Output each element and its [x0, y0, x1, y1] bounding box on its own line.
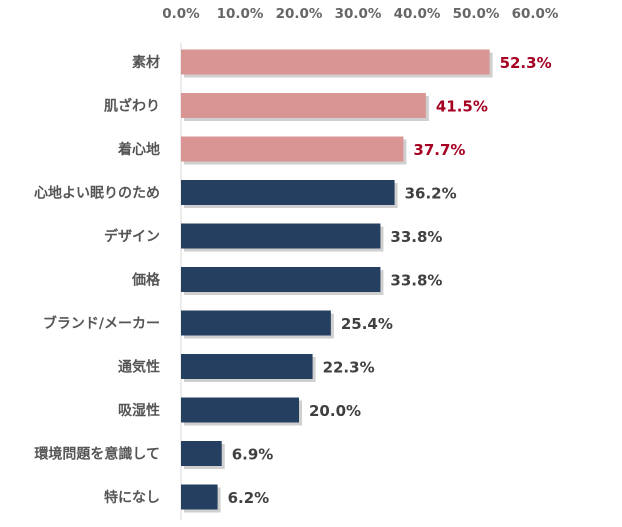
x-tick-label: 50.0% — [453, 6, 500, 22]
data-label: 6.2% — [228, 489, 270, 507]
category-label: 通気性 — [118, 359, 160, 376]
bars — [181, 49, 490, 510]
category-label: デザイン — [104, 228, 160, 245]
x-axis-ticks: 0.0% 10.0% 20.0% 30.0% 40.0% 50.0% 60.0% — [162, 6, 559, 22]
category-labels: 素材肌ざわり着心地心地よい眠りのためデザイン価格ブランド/メーカー通気性吸湿性環… — [34, 54, 161, 506]
x-tick-label: 60.0% — [512, 6, 559, 22]
bar — [181, 267, 381, 292]
data-label: 37.7% — [413, 141, 465, 159]
category-label: ブランド/メーカー — [43, 315, 160, 332]
data-label: 6.9% — [232, 446, 274, 464]
data-label: 52.3% — [500, 54, 552, 72]
data-label: 33.8% — [390, 228, 442, 246]
bar — [181, 354, 313, 379]
category-label: 心地よい眠りのため — [34, 185, 160, 202]
bar — [181, 441, 222, 466]
bar — [181, 49, 490, 75]
bar — [181, 484, 218, 510]
bar — [181, 93, 426, 118]
category-label: 肌ざわり — [104, 98, 160, 115]
x-tick-label: 10.0% — [217, 6, 264, 22]
data-labels: 52.3% 41.5% 37.7% 36.2% 33.8% 33.8% 25.4% 22.3%… — [228, 54, 552, 507]
data-label: 25.4% — [341, 315, 393, 333]
bar — [181, 180, 395, 205]
x-tick-label: 20.0% — [276, 6, 323, 22]
x-tick-label: 0.0% — [162, 6, 200, 22]
data-label: 22.3% — [323, 359, 375, 377]
bar — [181, 397, 299, 423]
data-label: 36.2% — [405, 185, 457, 203]
category-label: 吸湿性 — [118, 402, 160, 419]
bar — [181, 310, 331, 336]
bar — [181, 136, 404, 162]
x-tick-label: 30.0% — [335, 6, 382, 22]
category-label: 環境問題を意識して — [34, 446, 160, 463]
x-tick-label: 40.0% — [394, 6, 441, 22]
category-label: 価格 — [131, 272, 161, 289]
data-label: 20.0% — [309, 402, 361, 420]
bar — [181, 223, 381, 249]
data-label: 41.5% — [436, 98, 488, 116]
category-label: 着心地 — [117, 141, 160, 158]
category-label: 素材 — [132, 54, 160, 71]
category-label: 特になし — [104, 489, 160, 506]
data-label: 33.8% — [390, 272, 442, 290]
